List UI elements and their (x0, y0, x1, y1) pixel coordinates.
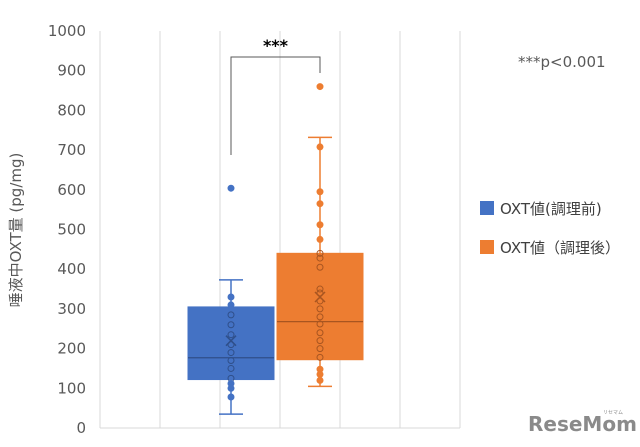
y-tick-label: 700 (57, 141, 86, 159)
data-point (316, 249, 324, 257)
y-tick-label: 0 (76, 419, 86, 437)
data-point (227, 293, 235, 301)
watermark-text: ReseMom (528, 412, 637, 436)
data-point (316, 289, 324, 297)
box-iqr (187, 306, 275, 381)
box-iqr (276, 252, 364, 361)
data-point (227, 349, 235, 357)
data-point (227, 301, 235, 309)
y-tick-label: 800 (57, 101, 86, 119)
data-point (316, 188, 324, 196)
significance-stars: *** (263, 36, 289, 55)
data-point (227, 393, 235, 401)
significance-bracket-line (230, 56, 321, 155)
data-point (316, 200, 324, 208)
data-point (316, 345, 324, 353)
data-point (316, 305, 324, 313)
y-tick-label: 300 (57, 300, 86, 318)
data-point (316, 337, 324, 345)
box-1 (187, 184, 275, 415)
data-point (227, 184, 235, 192)
data-point (227, 364, 235, 372)
y-axis-ticks: 0 100 200 300 400 500 600 700 800 900 1000 (48, 22, 86, 437)
y-tick-label: 100 (57, 379, 86, 397)
data-point (316, 254, 324, 262)
data-point (316, 83, 324, 91)
y-tick-label: 900 (57, 62, 86, 80)
data-point (316, 263, 324, 271)
data-point (316, 376, 324, 384)
data-point (227, 321, 235, 329)
legend-swatch (480, 240, 494, 254)
data-point (227, 357, 235, 365)
data-point (316, 329, 324, 337)
legend-label: OXT値(調理前) (500, 200, 602, 218)
data-point (316, 235, 324, 243)
data-point (316, 313, 324, 321)
gridlines (99, 31, 461, 429)
box-series (187, 83, 364, 415)
data-point (316, 143, 324, 151)
y-tick-label: 500 (57, 221, 86, 239)
legend: OXT値(調理前) OXT値（調理後） (480, 200, 620, 257)
data-point (227, 384, 235, 392)
data-point (316, 320, 324, 328)
data-point (316, 370, 324, 378)
legend-label: OXT値（調理後） (500, 239, 620, 257)
data-point (227, 311, 235, 319)
data-point (316, 285, 324, 293)
y-axis-label: 唾液中OXT量 (pg/mg) (7, 153, 25, 308)
data-point (316, 221, 324, 229)
p-value-note: ***p<0.001 (518, 53, 606, 71)
data-point (316, 297, 324, 305)
watermark-subtext: リセマム (603, 410, 623, 416)
data-point (227, 331, 235, 339)
resemom-logo: ReseMom リセマム (528, 410, 637, 436)
significance-bracket: *** (230, 36, 321, 155)
data-point (227, 341, 235, 349)
y-tick-label: 1000 (48, 22, 86, 40)
box-2 (276, 83, 364, 388)
y-tick-label: 200 (57, 340, 86, 358)
y-tick-label: 600 (57, 181, 86, 199)
y-tick-label: 400 (57, 260, 86, 278)
data-point (316, 353, 324, 361)
legend-swatch (480, 201, 494, 215)
